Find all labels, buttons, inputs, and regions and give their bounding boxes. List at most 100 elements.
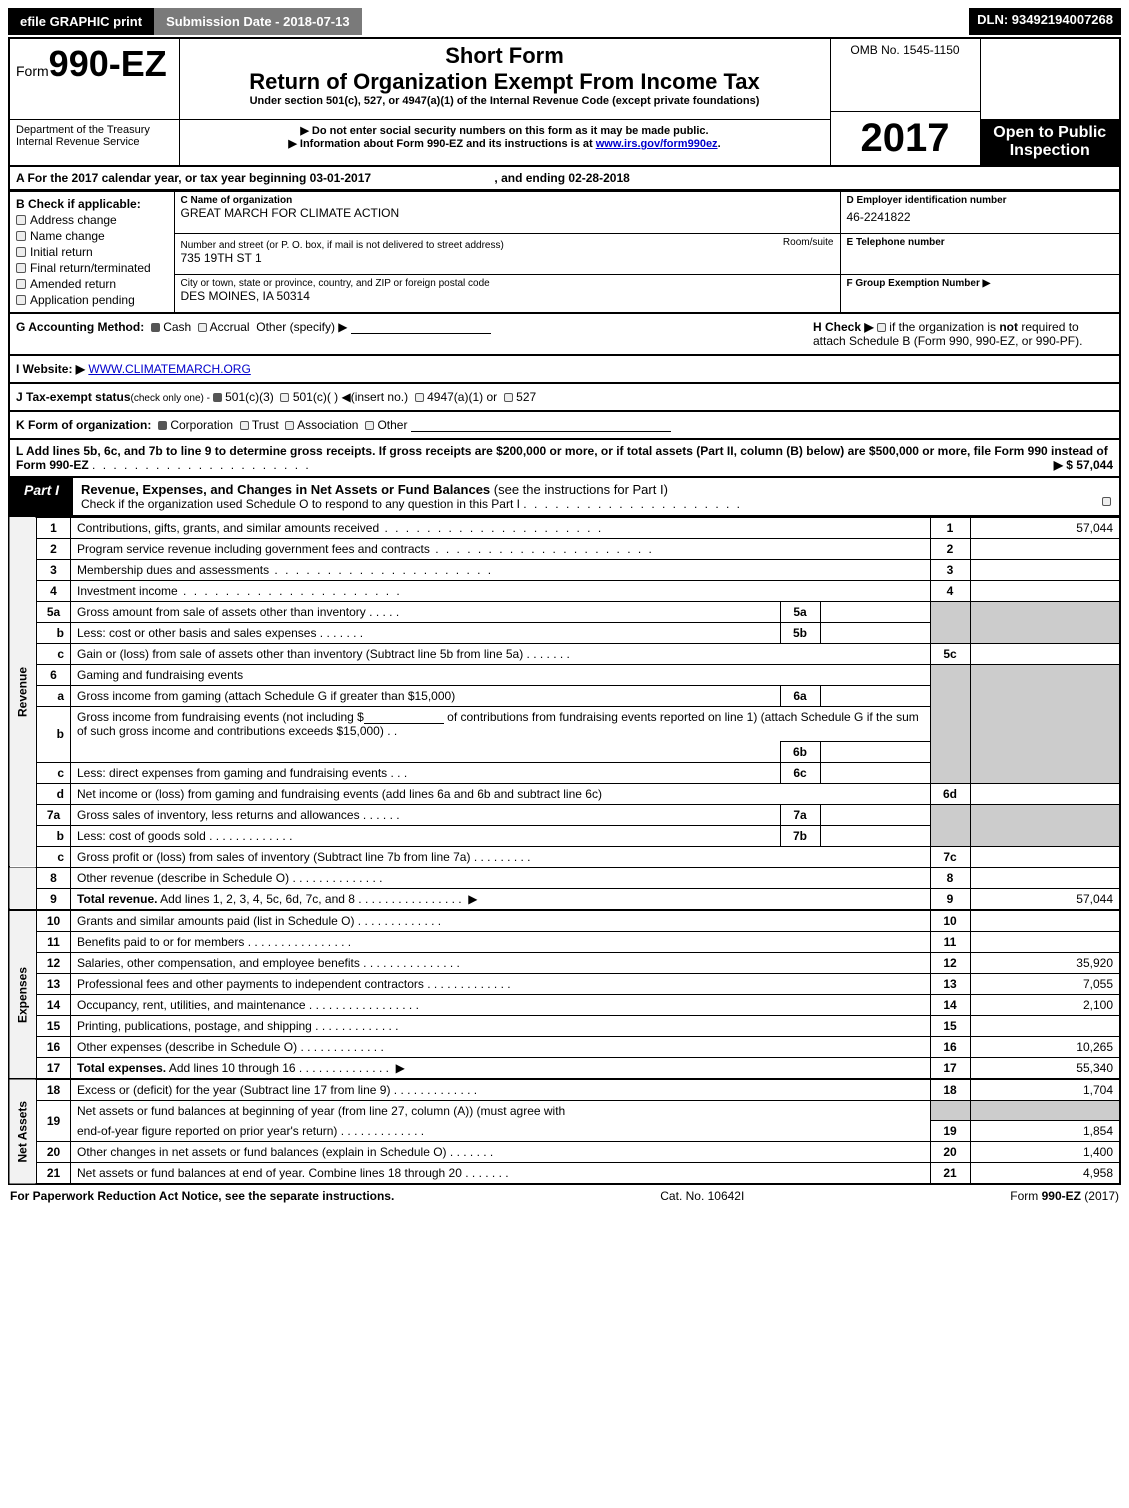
- form-footer-number: 990-EZ: [1042, 1189, 1081, 1203]
- line-ref: 10: [930, 910, 970, 932]
- section-a-tax-year: A For the 2017 calendar year, or tax yea…: [8, 167, 1121, 191]
- j-527: 527: [516, 390, 536, 404]
- cb-association[interactable]: [285, 421, 294, 430]
- cb-amended-return[interactable]: Amended return: [16, 277, 168, 291]
- cb-4947[interactable]: [415, 393, 424, 402]
- website-link[interactable]: WWW.CLIMATEMARCH.ORG: [88, 362, 250, 376]
- form-footer-prefix: Form: [1010, 1189, 1041, 1203]
- l5b-desc: Less: cost or other basis and sales expe…: [77, 626, 316, 640]
- part-1-title: Revenue, Expenses, and Changes in Net As…: [73, 478, 1119, 515]
- page-footer: For Paperwork Reduction Act Notice, see …: [8, 1185, 1121, 1207]
- l9-bold: Total revenue.: [77, 892, 157, 906]
- cb-final-return[interactable]: Final return/terminated: [16, 261, 168, 275]
- h-not: not: [999, 320, 1018, 334]
- line-desc: Net assets or fund balances at beginning…: [71, 1100, 931, 1121]
- cb-application-pending[interactable]: Application pending: [16, 293, 168, 307]
- cb-corporation[interactable]: [158, 421, 167, 430]
- return-title: Return of Organization Exempt From Incom…: [186, 69, 824, 95]
- section-g-h: G Accounting Method: Cash Accrual Other …: [8, 314, 1121, 356]
- line-num: 20: [37, 1142, 71, 1163]
- cb-cash[interactable]: [151, 323, 160, 332]
- line-desc: Net income or (loss) from gaming and fun…: [71, 783, 931, 804]
- l13-desc: Professional fees and other payments to …: [77, 977, 424, 991]
- l6c-desc: Less: direct expenses from gaming and fu…: [77, 766, 387, 780]
- subline-amount: [820, 685, 930, 706]
- l5a-desc: Gross amount from sale of assets other t…: [77, 605, 366, 619]
- instructions-link[interactable]: www.irs.gov/form990ez: [596, 138, 718, 150]
- part-1-title-paren: (see the instructions for Part I): [490, 482, 668, 497]
- k-other-input[interactable]: [411, 420, 671, 432]
- cb-other[interactable]: [365, 421, 374, 430]
- cb-address-change-label: Address change: [30, 213, 117, 227]
- j-label: J Tax-exempt status: [16, 390, 131, 404]
- l6b-amount-input[interactable]: [364, 712, 444, 724]
- cb-trust[interactable]: [240, 421, 249, 430]
- line-num: 4: [37, 580, 71, 601]
- l16-desc: Other expenses (describe in Schedule O): [77, 1040, 297, 1054]
- cb-501c3[interactable]: [213, 393, 222, 402]
- cb-amended-return-label: Amended return: [30, 277, 116, 291]
- l1-desc: Contributions, gifts, grants, and simila…: [77, 521, 379, 535]
- line-amount: 35,920: [970, 952, 1120, 973]
- line-amount: 1,704: [970, 1079, 1120, 1101]
- subline-ref: 7b: [780, 825, 820, 846]
- line-amount: 1,400: [970, 1142, 1120, 1163]
- j-sub: (check only one) -: [131, 393, 213, 404]
- cb-name-change[interactable]: Name change: [16, 229, 168, 243]
- l6b-desc-1: Gross income from fundraising events (no…: [77, 710, 364, 724]
- cb-527[interactable]: [504, 393, 513, 402]
- submission-date-button[interactable]: Submission Date - 2018-07-13: [154, 8, 362, 35]
- cb-h-not-required[interactable]: [877, 323, 886, 332]
- grey-cell: [930, 1100, 970, 1121]
- cb-final-return-label: Final return/terminated: [30, 261, 151, 275]
- line-desc: Less: cost of goods sold . . . . . . . .…: [71, 825, 781, 846]
- line-num: b: [37, 825, 71, 846]
- l10-desc: Grants and similar amounts paid (list in…: [77, 914, 354, 928]
- section-h: H Check ▶ if the organization is not req…: [813, 320, 1113, 348]
- top-spacer: [362, 8, 970, 35]
- line-desc: Professional fees and other payments to …: [71, 973, 931, 994]
- k-trust: Trust: [252, 418, 279, 432]
- l19-desc-2: end-of-year figure reported on prior yea…: [77, 1124, 337, 1138]
- line-ref: 18: [930, 1079, 970, 1101]
- line-desc: Investment income: [71, 580, 931, 601]
- line-desc: Total revenue. Total revenue. Add lines …: [71, 888, 931, 910]
- cb-accrual[interactable]: [198, 323, 207, 332]
- section-a-end: , and ending 02-28-2018: [494, 171, 629, 185]
- info-about-text: Information about Form 990-EZ and its in…: [300, 138, 596, 150]
- l21-desc: Net assets or fund balances at end of ye…: [77, 1166, 462, 1180]
- short-form-title: Short Form: [186, 43, 824, 69]
- line-ref: 11: [930, 931, 970, 952]
- line-num: d: [37, 783, 71, 804]
- efile-print-button[interactable]: efile GRAPHIC print: [8, 8, 154, 35]
- line-ref: 2: [930, 538, 970, 559]
- subline-ref: 7a: [780, 804, 820, 825]
- cb-501c[interactable]: [280, 393, 289, 402]
- grey-cell: [930, 664, 970, 783]
- form-number-block: Form990-EZ: [16, 43, 173, 85]
- section-l: L Add lines 5b, 6c, and 7b to line 9 to …: [8, 440, 1121, 478]
- line-num: 16: [37, 1036, 71, 1057]
- cb-initial-return[interactable]: Initial return: [16, 245, 168, 259]
- line-desc: Other expenses (describe in Schedule O) …: [71, 1036, 931, 1057]
- room-suite-label: Room/suite: [783, 237, 834, 248]
- j-4947: 4947(a)(1) or: [427, 390, 497, 404]
- f-group-exemption-label: F Group Exemption Number ▶: [847, 278, 1114, 289]
- l17-bold: Total expenses.: [77, 1061, 166, 1075]
- g-accrual: Accrual: [210, 320, 250, 334]
- cb-address-change[interactable]: Address change: [16, 213, 168, 227]
- line-desc: Program service revenue including govern…: [71, 538, 931, 559]
- line-desc: Grants and similar amounts paid (list in…: [71, 910, 931, 932]
- line-desc: Gross amount from sale of assets other t…: [71, 601, 781, 622]
- addr-label: Number and street (or P. O. box, if mail…: [181, 240, 504, 251]
- g-other-input[interactable]: [351, 322, 491, 334]
- l12-desc: Salaries, other compensation, and employ…: [77, 956, 360, 970]
- line-num: 11: [37, 931, 71, 952]
- form-number: 990-EZ: [49, 43, 167, 84]
- line-amount: 55,340: [970, 1057, 1120, 1079]
- l15-desc: Printing, publications, postage, and shi…: [77, 1019, 312, 1033]
- line-desc: Contributions, gifts, grants, and simila…: [71, 517, 931, 538]
- l14-desc: Occupancy, rent, utilities, and maintena…: [77, 998, 306, 1012]
- section-i-website: I Website: ▶ WWW.CLIMATEMARCH.ORG: [8, 356, 1121, 384]
- cb-schedule-o[interactable]: [1102, 497, 1111, 506]
